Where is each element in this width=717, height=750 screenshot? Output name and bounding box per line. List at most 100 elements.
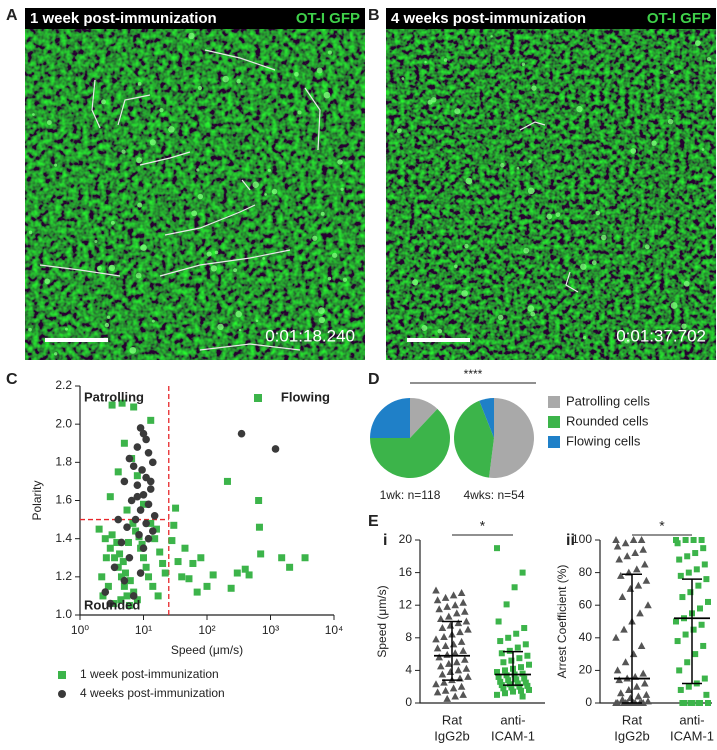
point — [125, 454, 134, 463]
track — [519, 121, 546, 131]
point — [623, 552, 631, 560]
point — [139, 544, 148, 553]
point — [642, 690, 651, 698]
point — [114, 468, 122, 476]
x-tick-label: ICAM-1 — [670, 728, 714, 743]
point — [127, 496, 136, 505]
cell — [582, 336, 587, 340]
point — [142, 563, 150, 571]
point — [136, 424, 145, 432]
cell — [531, 85, 537, 91]
point — [443, 602, 451, 610]
point — [446, 668, 455, 676]
point — [514, 680, 521, 687]
cell — [527, 305, 535, 312]
point — [255, 497, 263, 504]
cell — [64, 327, 68, 331]
point — [693, 566, 700, 573]
cell — [523, 247, 530, 254]
panel-letter: E — [368, 513, 379, 530]
point — [495, 673, 502, 680]
point — [692, 651, 699, 658]
point — [633, 565, 641, 573]
significance-label: * — [659, 518, 665, 534]
cell — [601, 234, 607, 241]
point — [136, 506, 145, 514]
cell — [669, 70, 674, 74]
point — [521, 625, 528, 632]
cell — [252, 181, 259, 188]
point — [144, 500, 153, 509]
point — [617, 571, 625, 579]
track — [241, 179, 251, 191]
point — [637, 641, 646, 649]
point — [498, 682, 505, 689]
region-marker — [254, 394, 262, 402]
point — [514, 644, 521, 651]
point — [521, 675, 528, 682]
cell — [235, 310, 242, 318]
point — [438, 670, 447, 678]
point — [502, 667, 508, 674]
cell — [521, 62, 526, 66]
timestamp: 0:01:18.240 — [265, 326, 355, 345]
track — [304, 87, 321, 151]
point — [135, 531, 143, 539]
point — [441, 686, 450, 694]
point — [185, 575, 193, 583]
x-tick-label: anti- — [679, 712, 704, 727]
cell — [396, 128, 402, 134]
point — [701, 675, 708, 682]
y-tick-label: 1.6 — [55, 493, 72, 507]
point — [140, 500, 147, 508]
point — [142, 435, 150, 444]
point — [522, 641, 529, 648]
point — [435, 653, 443, 661]
cell — [197, 193, 204, 200]
title-bar — [386, 8, 716, 29]
point — [633, 682, 641, 690]
point — [703, 576, 710, 583]
point — [690, 626, 697, 633]
cell — [401, 77, 405, 80]
cell — [318, 316, 326, 324]
point — [494, 669, 500, 676]
point — [644, 601, 652, 609]
point — [505, 677, 512, 684]
point — [692, 550, 699, 557]
micrograph — [25, 8, 365, 360]
point — [233, 569, 241, 577]
image-label: OT-I GFP — [296, 10, 360, 27]
region-label: Flowing — [281, 389, 330, 404]
point — [522, 679, 529, 686]
point — [641, 560, 649, 568]
point — [149, 582, 157, 590]
legend-label: Flowing cells — [566, 433, 641, 448]
point — [133, 443, 142, 451]
legend-label: 4 weeks post-immunization — [80, 686, 225, 700]
y-axis-label: Speed (μm/s) — [375, 585, 389, 657]
point — [511, 584, 518, 591]
point — [505, 634, 512, 641]
cell — [210, 265, 218, 272]
point — [697, 700, 703, 706]
point — [629, 650, 638, 658]
point — [104, 582, 112, 590]
point — [432, 680, 440, 688]
point — [120, 477, 129, 486]
point — [146, 477, 155, 486]
cell — [323, 91, 331, 99]
point — [116, 550, 124, 558]
cell — [94, 239, 98, 243]
significance-label: * — [480, 518, 486, 534]
subpanel-label: i — [383, 532, 387, 549]
legend-marker — [548, 416, 560, 428]
cell — [108, 264, 116, 271]
point — [502, 690, 508, 697]
cell — [546, 213, 553, 220]
point — [123, 592, 131, 600]
track — [39, 264, 121, 277]
cell — [267, 168, 271, 172]
point — [705, 700, 711, 706]
cell — [497, 314, 504, 321]
